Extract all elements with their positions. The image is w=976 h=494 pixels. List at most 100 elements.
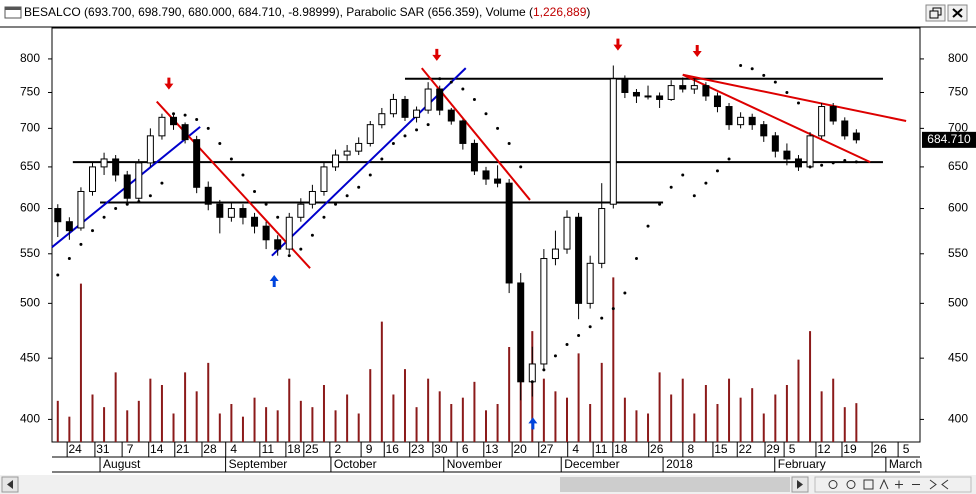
sar-dot <box>287 254 291 258</box>
sar-dot <box>773 80 777 84</box>
candle-body <box>505 182 513 284</box>
sar-dot <box>310 233 314 237</box>
candle-body <box>783 150 791 160</box>
tool-icon[interactable] <box>929 479 937 490</box>
candle-body <box>690 85 698 90</box>
candle-body <box>123 174 131 199</box>
x-tick-label: 4 <box>230 442 237 456</box>
sar-dot <box>218 141 222 145</box>
scrollbar[interactable] <box>0 475 976 494</box>
candle-body <box>702 85 710 97</box>
y-tick-label: 650 <box>20 159 40 173</box>
tool-icon[interactable] <box>941 479 949 490</box>
month-label: September <box>229 457 288 471</box>
x-tick-label: 16 <box>386 442 400 456</box>
x-tick-label: 14 <box>150 442 164 456</box>
sar-dot <box>415 128 419 132</box>
candle-body <box>378 113 386 126</box>
sar-dot <box>484 112 488 116</box>
candle-body <box>494 178 502 184</box>
signal-arrow <box>432 48 442 61</box>
x-tick-label: 31 <box>96 442 110 456</box>
candle-body <box>332 154 340 168</box>
x-tick-label: 19 <box>843 442 857 456</box>
sar-dot <box>403 134 407 138</box>
sar-dot <box>715 169 719 173</box>
x-tick-label: 5 <box>903 442 910 456</box>
sar-dot <box>206 126 210 130</box>
candle-body <box>852 132 860 141</box>
x-tick-label: 26 <box>650 442 664 456</box>
signal-arrow <box>613 38 623 51</box>
candle-body <box>737 116 745 126</box>
candle-body <box>285 216 293 250</box>
candle-body <box>447 109 455 122</box>
x-tick-label: 11 <box>595 442 608 456</box>
trend-line <box>682 73 871 164</box>
y-tick-label: 600 <box>948 201 968 215</box>
candle-body <box>146 135 154 164</box>
sar-dot <box>623 291 627 295</box>
candle-body <box>251 216 259 227</box>
y-tick-label: 400 <box>20 412 40 426</box>
y-tick-label: 650 <box>948 159 968 173</box>
signal-arrow <box>269 274 279 287</box>
candle-body <box>89 166 97 192</box>
sar-dot <box>114 207 118 211</box>
tool-icon[interactable] <box>846 480 856 489</box>
chart-header: BESALCO (693.700, 698.790, 680.000, 684.… <box>24 5 590 19</box>
month-label: March <box>889 457 922 471</box>
x-tick-label: 28 <box>203 442 217 456</box>
y-tick-label: 750 <box>20 85 40 99</box>
sar-dot <box>56 273 60 277</box>
candle-body <box>274 239 282 250</box>
sar-dot <box>669 185 673 189</box>
sar-dot <box>600 316 604 320</box>
candle-body <box>193 139 201 188</box>
x-tick-label: 8 <box>688 442 695 456</box>
toolbar <box>814 476 972 493</box>
x-tick-label: 22 <box>739 442 753 456</box>
candle-body <box>794 158 802 168</box>
window-buttons[interactable] <box>925 4 968 22</box>
sar-dot <box>334 202 338 206</box>
sar-dot <box>449 80 453 84</box>
sar-dot <box>195 118 199 122</box>
scroll-thumb[interactable] <box>560 477 790 492</box>
sar-dot <box>91 229 95 233</box>
y-tick-label: 550 <box>948 246 968 260</box>
tool-icon[interactable] <box>863 479 874 490</box>
x-tick-label: 11 <box>262 442 275 456</box>
sar-dot <box>160 181 164 185</box>
candle-body <box>517 282 525 383</box>
sar-dot <box>125 202 129 206</box>
sar-dot <box>611 307 615 311</box>
candle-body <box>366 124 374 144</box>
tool-icon[interactable] <box>895 480 903 489</box>
sar-dot <box>634 257 638 261</box>
candle-body <box>609 78 617 205</box>
candle-body <box>459 120 467 144</box>
x-tick-label: 21 <box>176 442 190 456</box>
x-tick-label: 13 <box>485 442 499 456</box>
x-tick-label: 9 <box>366 442 373 456</box>
sar-dot <box>253 189 257 193</box>
sar-dot <box>438 77 442 81</box>
sar-dot <box>241 173 245 177</box>
candle-body <box>528 363 536 383</box>
sar-dot <box>368 173 372 177</box>
sar-dot <box>357 185 361 189</box>
tool-icon[interactable] <box>879 478 889 490</box>
candle-body <box>343 150 351 156</box>
x-tick-label: 23 <box>411 442 425 456</box>
sar-dot <box>762 73 766 77</box>
sar-dot <box>553 354 557 358</box>
sar-dot <box>785 90 789 94</box>
sar-dot <box>172 112 176 116</box>
candle-body <box>262 225 270 241</box>
candle-body <box>77 190 85 229</box>
tool-icon[interactable] <box>828 480 838 489</box>
candle-body <box>760 124 768 137</box>
sar-dot <box>380 157 384 161</box>
sar-dot <box>391 141 395 145</box>
